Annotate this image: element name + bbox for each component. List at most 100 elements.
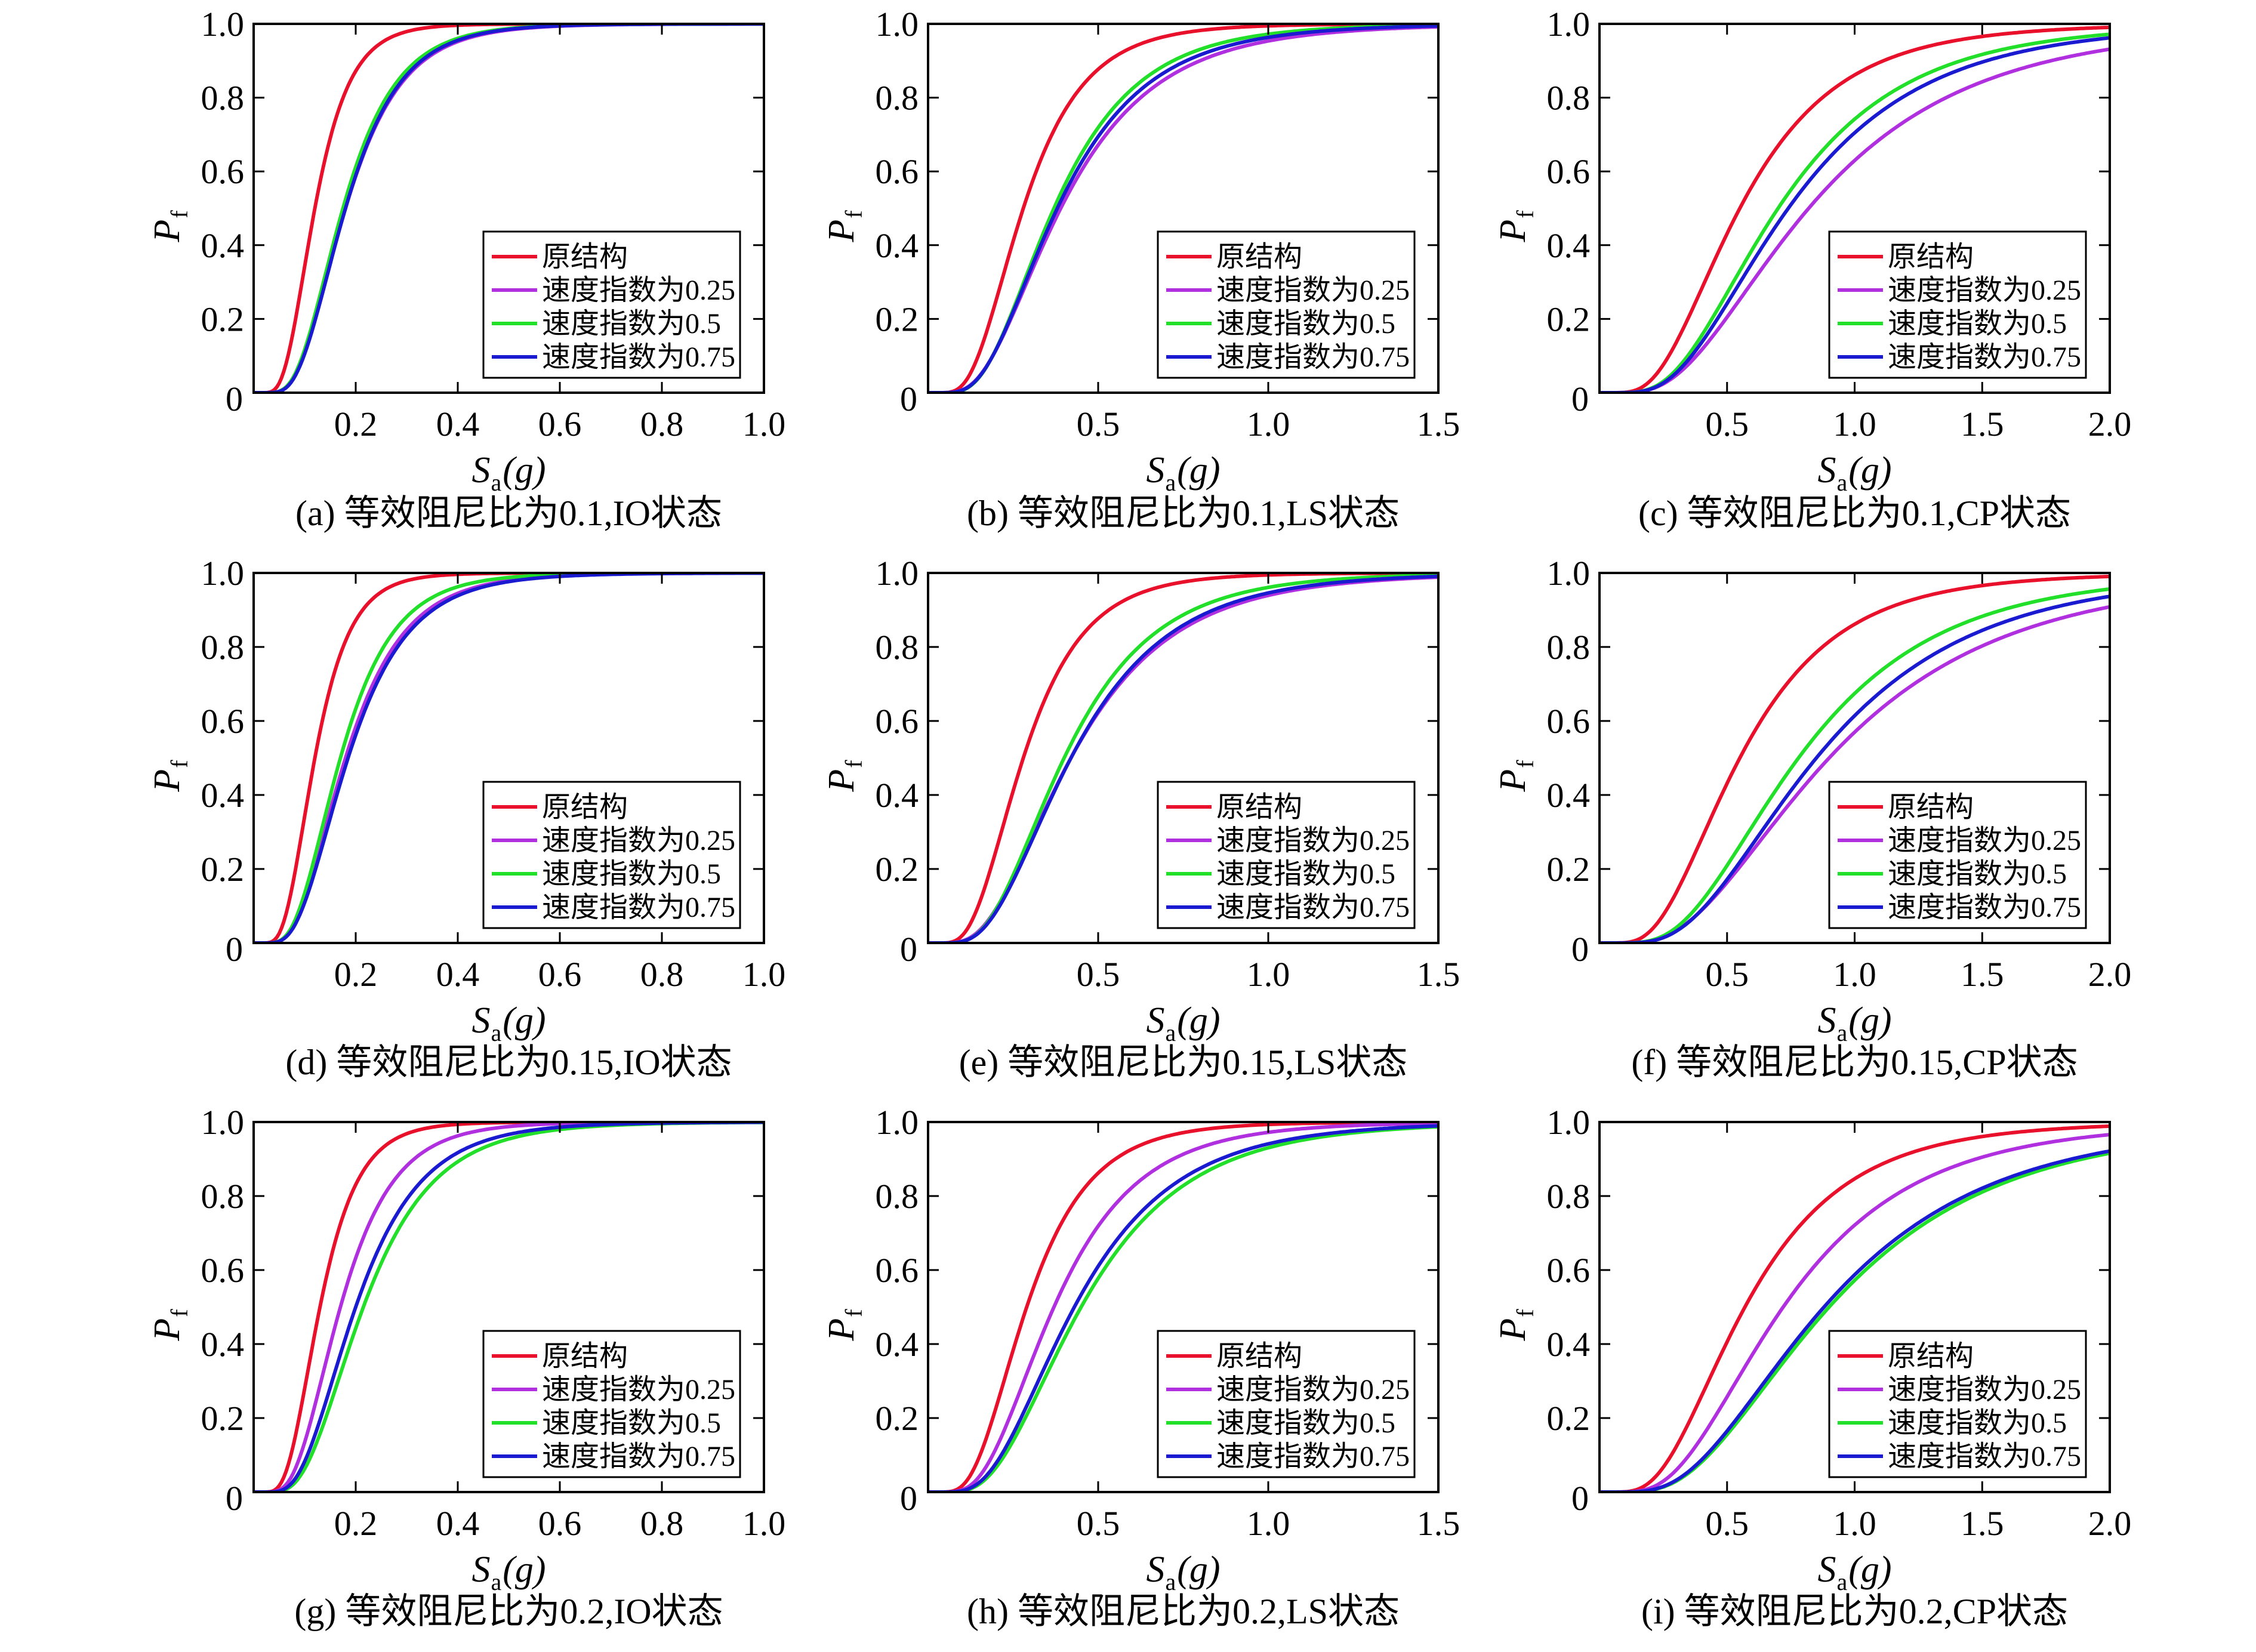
chart-panel-3: 0.5 1.0 1.5 2.0 0.2 0.4 0.6 0.8 1.0 0 Pf Sa(g) 原结构速度… xyxy=(1493,5,2131,533)
y-tick-label: 0.8 xyxy=(876,79,919,118)
legend-label-3: 速度指数为0.5 xyxy=(1888,308,2067,340)
legend-label-1: 原结构 xyxy=(542,241,628,273)
y-tick-label: 1.0 xyxy=(201,1103,245,1142)
y-axis-label: Pf xyxy=(1493,210,1539,243)
legend-label-2: 速度指数为0.25 xyxy=(1216,1374,1410,1406)
x-axis-label-arg: (g) xyxy=(1848,1549,1891,1590)
x-axis-label-arg: (g) xyxy=(503,450,545,491)
y-tick-label: 0.2 xyxy=(201,850,245,889)
x-axis-label-arg: (g) xyxy=(503,1549,545,1590)
y-tick-label: 0.8 xyxy=(201,1177,245,1216)
x-axis-label: Sa(g) xyxy=(1146,1000,1220,1046)
origin-label: 0 xyxy=(1571,930,1589,969)
x-axis-label-sub: a xyxy=(1165,1568,1176,1595)
x-axis-label-arg: (g) xyxy=(1177,1549,1220,1590)
x-tick-label: 0.4 xyxy=(436,405,480,443)
legend-label-1: 原结构 xyxy=(1888,1340,1974,1372)
x-tick-label: 1.0 xyxy=(1833,955,1876,994)
x-axis-label-sub: a xyxy=(491,1019,501,1046)
x-axis-label: Sa(g) xyxy=(471,1549,545,1595)
legend-label-4: 速度指数为0.75 xyxy=(1216,1441,1410,1472)
panel-caption: (i) 等效阻尼比为0.2,CP状态 xyxy=(1641,1592,2068,1631)
y-tick-label: 0.2 xyxy=(876,1399,919,1438)
chart-panel-8: 0.5 1.0 1.5 0.2 0.4 0.6 0.8 1.0 0 Pf Sa(g) 原结构速度指数为… xyxy=(821,1103,1460,1631)
y-tick-label: 0.6 xyxy=(1547,152,1591,191)
x-tick-label: 0.8 xyxy=(640,955,684,994)
y-tick-label: 0.6 xyxy=(201,152,245,191)
legend-label-3: 速度指数为0.5 xyxy=(542,308,721,340)
legend-label-2: 速度指数为0.25 xyxy=(542,1374,735,1406)
legend-label-2: 速度指数为0.25 xyxy=(1888,825,2081,856)
legend-label-1: 原结构 xyxy=(542,1340,628,1372)
y-tick-label: 0.8 xyxy=(876,628,919,667)
x-tick-label: 2.0 xyxy=(2088,955,2132,994)
y-axis-label: Pf xyxy=(821,1309,867,1342)
legend-label-1: 原结构 xyxy=(1216,791,1302,823)
origin-label: 0 xyxy=(900,1479,917,1518)
x-tick-label: 1.5 xyxy=(1961,955,2004,994)
x-tick-label: 1.5 xyxy=(1961,1504,2004,1543)
y-tick-label: 0.6 xyxy=(1547,702,1591,741)
x-tick-label: 0.2 xyxy=(334,955,378,994)
chart-panel-4: 0.2 0.4 0.6 0.8 1.0 0.2 0.4 0.6 0.8 1.0 0 Pf Sa(g) 原结… xyxy=(147,554,785,1082)
y-tick-label: 0.4 xyxy=(1547,226,1591,265)
panel-caption: (b) 等效阻尼比为0.1,LS状态 xyxy=(967,494,1400,533)
legend-label-3: 速度指数为0.5 xyxy=(542,858,721,890)
y-tick-label: 0.4 xyxy=(876,776,919,815)
panel-caption: (h) 等效阻尼比为0.2,LS状态 xyxy=(967,1592,1400,1631)
y-axis-label: Pf xyxy=(821,210,867,243)
origin-label: 0 xyxy=(1571,380,1589,418)
x-axis-label-arg: (g) xyxy=(1848,1000,1891,1041)
legend-label-3: 速度指数为0.5 xyxy=(1888,858,2067,890)
legend-label-1: 原结构 xyxy=(1216,1340,1302,1372)
series-line-2 xyxy=(1599,47,2110,393)
x-tick-label: 1.0 xyxy=(1833,405,1876,443)
chart-panel-1: 0.2 0.4 0.6 0.8 1.0 0.2 0.4 0.6 0.8 1.0 0 Pf Sa(g) 原结… xyxy=(147,5,785,533)
y-axis-label: Pf xyxy=(1493,1309,1539,1342)
legend-label-2: 速度指数为0.25 xyxy=(1216,275,1410,306)
panel-caption: (g) 等效阻尼比为0.2,IO状态 xyxy=(294,1592,723,1631)
x-tick-label: 0.5 xyxy=(1706,405,1749,443)
legend-label-1: 原结构 xyxy=(1888,241,1974,273)
series-line-3 xyxy=(1599,32,2110,393)
y-tick-label: 0.4 xyxy=(201,226,245,265)
y-tick-label: 0.4 xyxy=(1547,1325,1591,1364)
legend-label-4: 速度指数为0.75 xyxy=(1888,892,2081,923)
plot-frame xyxy=(927,1121,1440,1493)
series-line-3 xyxy=(928,1125,1438,1492)
x-tick-label: 0.5 xyxy=(1706,1504,1749,1543)
x-tick-label: 1.0 xyxy=(742,405,786,443)
x-tick-label: 0.8 xyxy=(640,1504,684,1543)
legend-label-4: 速度指数为0.75 xyxy=(542,892,735,923)
y-tick-label: 0.8 xyxy=(1547,628,1591,667)
x-tick-label: 0.5 xyxy=(1077,405,1120,443)
y-tick-label: 0.2 xyxy=(1547,300,1591,338)
legend-label-3: 速度指数为0.5 xyxy=(1216,858,1395,890)
chart-panel-6: 0.5 1.0 1.5 2.0 0.2 0.4 0.6 0.8 1.0 0 Pf Sa(g) 原结构速度… xyxy=(1493,554,2131,1082)
y-tick-label: 0.2 xyxy=(201,300,245,338)
x-axis-label-sub: a xyxy=(1165,469,1176,496)
legend-label-3: 速度指数为0.5 xyxy=(1888,1407,2067,1439)
x-axis-label-sub: a xyxy=(491,1568,501,1595)
x-tick-label: 1.5 xyxy=(1961,405,2004,443)
series-line-1 xyxy=(1599,25,2110,393)
y-tick-label: 0.8 xyxy=(1547,1177,1591,1216)
x-tick-label: 2.0 xyxy=(2088,405,2132,443)
y-tick-label: 0.4 xyxy=(1547,776,1591,815)
y-tick-label: 1.0 xyxy=(1547,5,1591,44)
x-axis-label-sub: a xyxy=(1836,1568,1847,1595)
origin-label: 0 xyxy=(900,930,917,969)
y-tick-label: 1.0 xyxy=(201,554,245,593)
series-line-4 xyxy=(1599,594,2110,943)
x-axis-label: Sa(g) xyxy=(1817,450,1891,496)
y-tick-label: 0.2 xyxy=(1547,850,1591,889)
y-tick-label: 1.0 xyxy=(201,5,245,44)
legend-label-4: 速度指数为0.75 xyxy=(542,341,735,373)
legend-label-4: 速度指数为0.75 xyxy=(1216,892,1410,923)
